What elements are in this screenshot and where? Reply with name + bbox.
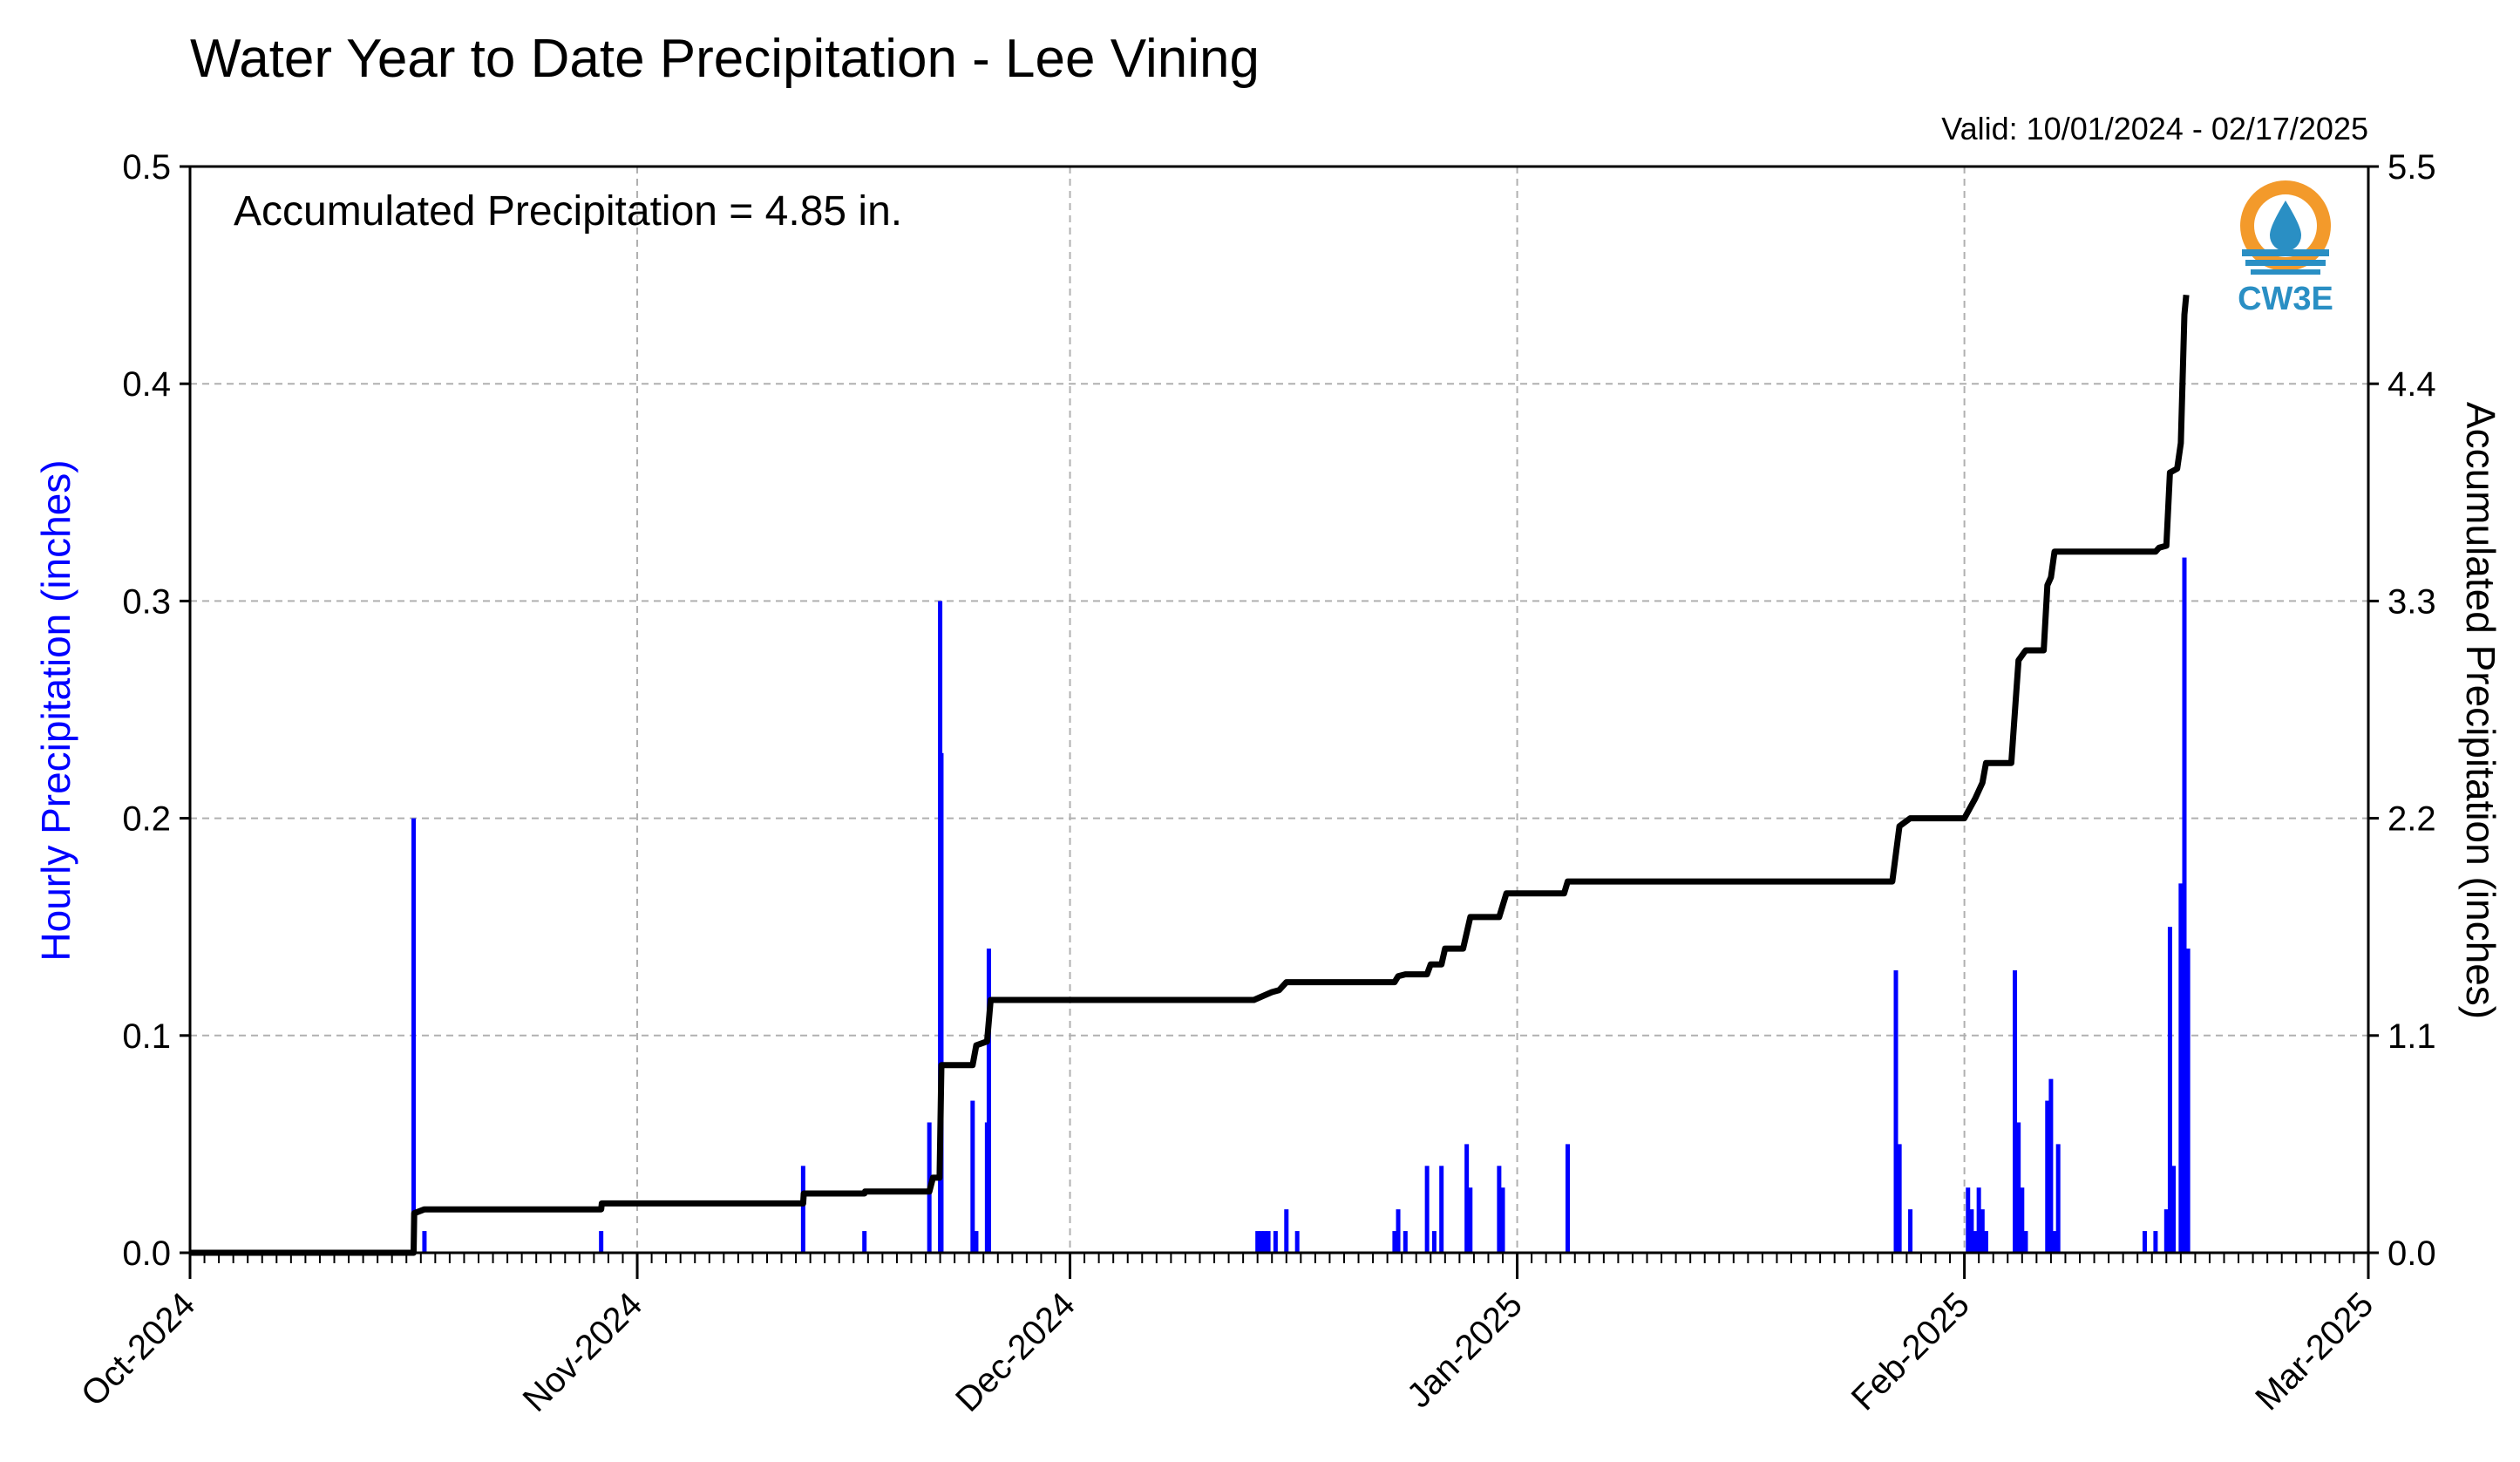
hourly-bar bbox=[2045, 1100, 2050, 1253]
hourly-bar bbox=[939, 752, 944, 1253]
hourly-bar bbox=[2052, 1231, 2057, 1253]
drop-icon bbox=[2270, 201, 2301, 251]
hourly-bar bbox=[1266, 1231, 1271, 1253]
right-tick-label: 4.4 bbox=[2388, 365, 2436, 404]
hourly-bar bbox=[2013, 970, 2018, 1253]
x-tick-label: Nov-2024 bbox=[516, 1285, 650, 1419]
hourly-bar bbox=[1392, 1231, 1397, 1253]
hourly-bar bbox=[599, 1231, 604, 1253]
left-tick-label: 0.5 bbox=[122, 148, 171, 187]
left-axis-label: Hourly Precipitation (inches) bbox=[33, 459, 78, 961]
accumulated-line bbox=[190, 294, 2190, 1256]
hourly-bar bbox=[2142, 1231, 2147, 1253]
accumulated-annotation: Accumulated Precipitation = 4.85 in. bbox=[234, 188, 902, 235]
x-tick-label: Feb-2025 bbox=[1844, 1285, 1977, 1418]
plot-frame bbox=[188, 165, 2370, 1255]
left-tick-label: 0.2 bbox=[122, 800, 171, 839]
hourly-bar bbox=[411, 818, 417, 1253]
logo-wave-1 bbox=[2242, 249, 2329, 256]
right-tick-label: 2.2 bbox=[2388, 800, 2436, 839]
right-axis-ticks: 0.0 1.1 2.2 3.3 4.4 5.5 bbox=[2368, 148, 2436, 1273]
hourly-bar bbox=[1262, 1231, 1267, 1253]
cw3e-logo: CW3E bbox=[2238, 180, 2333, 317]
hourly-bar bbox=[1565, 1144, 1570, 1253]
hourly-bar bbox=[1464, 1144, 1470, 1253]
x-tick-label: Jan-2025 bbox=[1400, 1285, 1530, 1415]
hourly-bar bbox=[1973, 1231, 1978, 1253]
hourly-bar bbox=[1424, 1166, 1430, 1253]
hourly-bar bbox=[2163, 1209, 2169, 1253]
hourly-bar bbox=[1966, 1187, 1971, 1253]
left-tick-label: 0.0 bbox=[122, 1234, 171, 1273]
x-tick-label: Oct-2024 bbox=[74, 1285, 202, 1413]
hourly-bar bbox=[1969, 1209, 1974, 1253]
chart-title: Water Year to Date Precipitation - Lee V… bbox=[190, 29, 1260, 89]
hourly-bar bbox=[970, 1100, 975, 1253]
hourly-bar bbox=[1259, 1231, 1264, 1253]
hourly-bar bbox=[2016, 1122, 2021, 1253]
hourly-bar bbox=[1976, 1187, 1981, 1253]
valid-date-range: Valid: 10/01/2024 - 02/17/2025 bbox=[1941, 111, 2368, 146]
hourly-bar bbox=[2055, 1144, 2061, 1253]
hourly-bar bbox=[1908, 1209, 1913, 1253]
hourly-bar bbox=[1497, 1166, 1502, 1253]
right-tick-label: 1.1 bbox=[2388, 1017, 2436, 1056]
gridlines bbox=[190, 167, 2368, 1253]
x-axis-ticks: Oct-2024 Nov-2024 Dec-2024 Jan-2025 Feb-2025… bbox=[74, 1253, 2381, 1419]
hourly-bar bbox=[1983, 1231, 1988, 1253]
accumulated-series-line bbox=[190, 294, 2190, 1256]
hourly-bar bbox=[1255, 1231, 1260, 1253]
left-tick-label: 0.3 bbox=[122, 582, 171, 621]
hourly-bar bbox=[1284, 1209, 1289, 1253]
logo-wave-2 bbox=[2245, 260, 2326, 266]
hourly-bar bbox=[862, 1231, 867, 1253]
hourly-bar bbox=[1893, 970, 1898, 1253]
right-tick-label: 5.5 bbox=[2388, 148, 2436, 187]
right-axis-label: Accumulated Precipitation (inches) bbox=[2458, 402, 2503, 1019]
left-tick-label: 0.1 bbox=[122, 1017, 171, 1056]
hourly-bar bbox=[2023, 1231, 2028, 1253]
hourly-bar bbox=[1294, 1231, 1300, 1253]
left-tick-label: 0.4 bbox=[122, 365, 171, 404]
right-tick-label: 0.0 bbox=[2388, 1234, 2436, 1273]
hourly-bar bbox=[1500, 1187, 1505, 1253]
right-tick-label: 3.3 bbox=[2388, 582, 2436, 621]
hourly-bar bbox=[1468, 1187, 1473, 1253]
hourly-bar bbox=[422, 1231, 427, 1253]
x-tick-label: Mar-2025 bbox=[2248, 1285, 2381, 1418]
hourly-bar bbox=[2153, 1231, 2158, 1253]
hourly-bar bbox=[2185, 949, 2191, 1253]
hourly-bar bbox=[2020, 1187, 2025, 1253]
hourly-bar bbox=[2182, 557, 2187, 1253]
left-axis-ticks: 0.0 0.1 0.2 0.3 0.4 0.5 bbox=[122, 148, 190, 1273]
logo-text: CW3E bbox=[2238, 281, 2333, 317]
hourly-bar bbox=[1897, 1144, 1902, 1253]
logo-wave-3 bbox=[2251, 269, 2320, 275]
hourly-bar bbox=[1439, 1166, 1444, 1253]
hourly-bars bbox=[411, 557, 2191, 1253]
hourly-bar bbox=[1396, 1209, 1401, 1253]
hourly-bar bbox=[974, 1231, 979, 1253]
hourly-bar bbox=[986, 949, 991, 1253]
hourly-bar bbox=[800, 1166, 805, 1253]
hourly-bar bbox=[2178, 883, 2184, 1253]
hourly-bar bbox=[1273, 1231, 1278, 1253]
x-tick-label: Dec-2024 bbox=[948, 1285, 1083, 1419]
hourly-bar bbox=[1980, 1209, 1985, 1253]
hourly-bar bbox=[1431, 1231, 1437, 1253]
hourly-bar bbox=[1403, 1231, 1408, 1253]
hourly-bar bbox=[2167, 927, 2172, 1253]
hourly-bar bbox=[2171, 1166, 2177, 1253]
hourly-bar bbox=[2048, 1078, 2054, 1253]
